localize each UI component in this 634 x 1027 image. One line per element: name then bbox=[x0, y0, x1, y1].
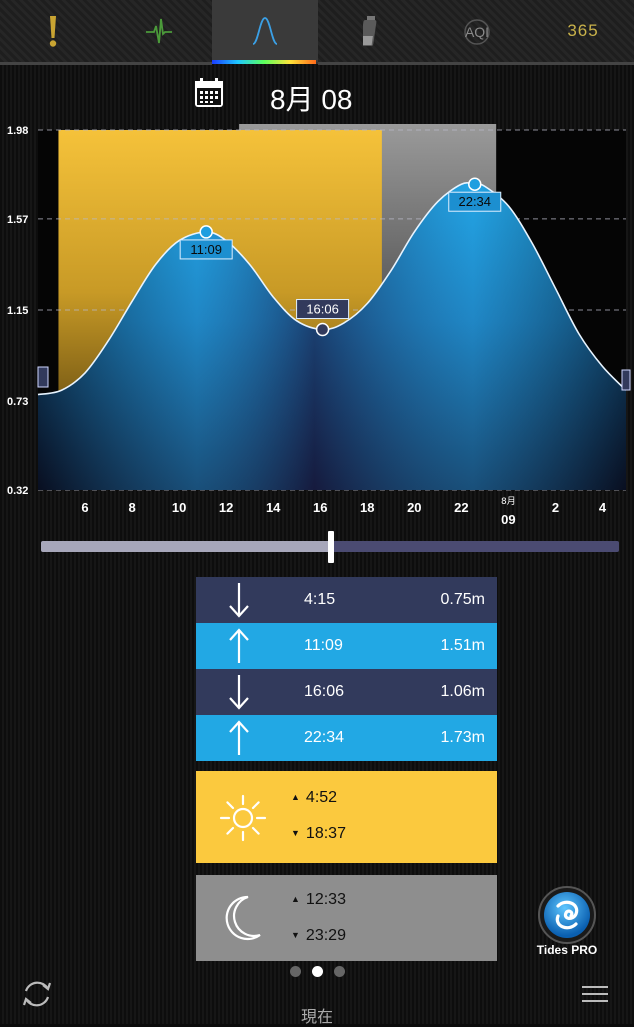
x-tick-label: 20 bbox=[407, 500, 421, 515]
tab-separator bbox=[318, 62, 634, 65]
set-triangle-icon: ▼ bbox=[291, 828, 300, 838]
x-tick-label-day: 09 bbox=[501, 512, 515, 527]
tide-row[interactable]: 11:09 1.51m bbox=[196, 623, 497, 669]
aqi-label: AQI bbox=[465, 24, 489, 40]
y-tick-label: 1.57 bbox=[7, 214, 28, 226]
tide-time: 4:15 bbox=[304, 591, 336, 608]
tab-separator bbox=[0, 62, 212, 65]
x-tick-label: 2 bbox=[552, 500, 559, 515]
x-tick-label: 22 bbox=[454, 500, 468, 515]
pulse-icon bbox=[146, 18, 172, 44]
y-tick-label: 0.73 bbox=[7, 396, 28, 408]
active-tab-indicator bbox=[212, 60, 316, 64]
y-tick-label: 1.15 bbox=[7, 305, 28, 317]
left-edge-marker bbox=[37, 366, 49, 388]
moon-panel[interactable]: ▲ 12:33 ▼ 23:29 bbox=[196, 875, 497, 961]
menu-icon[interactable] bbox=[582, 985, 608, 1003]
tide-time: 16:06 bbox=[304, 683, 345, 700]
tide-line bbox=[37, 182, 627, 396]
x-tick-label: 8 bbox=[128, 500, 135, 515]
tide-area-shade bbox=[38, 182, 626, 490]
arrow-up-icon bbox=[229, 628, 249, 663]
y-tick-label: 1.98 bbox=[7, 125, 28, 137]
sunrise-time: 4:52 bbox=[305, 789, 338, 806]
tide-height: 0.75m bbox=[440, 591, 485, 608]
page-dot[interactable] bbox=[290, 966, 301, 977]
refresh-icon[interactable] bbox=[20, 977, 54, 1011]
x-tick-label-month: 8月 bbox=[501, 496, 516, 507]
extreme-time-label: 11:09 bbox=[190, 242, 222, 257]
tide-row[interactable]: 4:15 0.75m bbox=[196, 577, 497, 623]
right-edge-marker bbox=[621, 369, 631, 391]
sunrise: ▲ 4:52 bbox=[291, 789, 337, 807]
page-dot[interactable] bbox=[334, 966, 345, 977]
sun-icon bbox=[219, 794, 267, 842]
extreme-time-label: 16:06 bbox=[306, 302, 339, 317]
set-triangle-icon: ▼ bbox=[291, 930, 300, 940]
x-tick-label: 12 bbox=[219, 500, 233, 515]
calendar-icon[interactable] bbox=[194, 78, 224, 108]
extreme-label-box bbox=[296, 299, 350, 320]
extreme-time-label: 22:34 bbox=[458, 194, 491, 209]
sunset-time: 18:37 bbox=[305, 825, 346, 842]
tide-table: 4:15 0.75m 11:09 1.51m 16:06 1.06m 22:34… bbox=[196, 577, 497, 761]
tab-pulse[interactable] bbox=[106, 0, 212, 62]
moon-icon bbox=[225, 895, 261, 941]
time-slider-knob[interactable] bbox=[328, 531, 334, 563]
date-label[interactable]: 8月 08 bbox=[270, 84, 353, 115]
tide-height: 1.51m bbox=[440, 637, 485, 654]
tide-curve-icon bbox=[252, 17, 278, 45]
moonset-time: 23:29 bbox=[305, 927, 346, 944]
tide-height: 1.73m bbox=[440, 729, 485, 746]
arrow-down-icon bbox=[229, 675, 249, 710]
battery-icon bbox=[363, 16, 377, 46]
page-indicator bbox=[288, 966, 348, 978]
exclamation-icon bbox=[49, 16, 57, 47]
moonrise-time: 12:33 bbox=[305, 891, 346, 908]
tides-pro-app-icon[interactable] bbox=[536, 886, 598, 948]
x-tick-label: 6 bbox=[81, 500, 88, 515]
x-tick-label: 18 bbox=[360, 500, 374, 515]
tide-row[interactable]: 22:34 1.73m bbox=[196, 715, 497, 761]
y-tick-label: 0.32 bbox=[7, 485, 28, 497]
sunset: ▼ 18:37 bbox=[291, 825, 346, 843]
tide-row[interactable]: 16:06 1.06m bbox=[196, 669, 497, 715]
tab-365[interactable]: 365 bbox=[530, 0, 634, 62]
moonrise: ▲ 12:33 bbox=[291, 891, 346, 909]
tab-365-label: 365 bbox=[567, 21, 599, 40]
arrow-down-icon bbox=[229, 583, 249, 618]
extreme-marker bbox=[199, 225, 213, 239]
tide-time: 22:34 bbox=[304, 729, 345, 746]
extreme-marker bbox=[315, 322, 330, 337]
aqi-icon: AQI bbox=[464, 19, 490, 45]
now-button[interactable]: 現在 bbox=[300, 1009, 333, 1026]
x-tick-label: 14 bbox=[266, 500, 281, 515]
x-tick-label: 4 bbox=[599, 500, 607, 515]
rise-triangle-icon: ▲ bbox=[291, 792, 300, 802]
tides-pro-label: Tides PRO bbox=[536, 943, 598, 957]
extreme-label-box bbox=[179, 239, 233, 260]
arrow-up-icon bbox=[229, 720, 249, 755]
tide-height: 1.06m bbox=[440, 683, 485, 700]
top-tab-bar: AQI 365 bbox=[0, 0, 634, 64]
moonset: ▼ 23:29 bbox=[291, 927, 346, 945]
tab-tide-curve[interactable] bbox=[212, 0, 318, 62]
tide-time: 11:09 bbox=[304, 637, 343, 654]
tab-alert[interactable] bbox=[0, 0, 106, 62]
x-tick-label: 10 bbox=[172, 500, 186, 515]
x-tick-label: 16 bbox=[313, 500, 327, 515]
sun-panel[interactable]: ▲ 4:52 ▼ 18:37 bbox=[196, 771, 497, 863]
extreme-marker bbox=[468, 177, 482, 191]
extreme-label-box bbox=[448, 191, 502, 212]
rise-triangle-icon: ▲ bbox=[291, 894, 300, 904]
tide-chart[interactable]: 1.98 1.57 1.15 0.73 0.32 6 8 10 12 14 16 18 20 22 8月 0… bbox=[0, 118, 634, 528]
page-dot-active[interactable] bbox=[312, 966, 323, 977]
date-header: 8月 08 bbox=[0, 72, 634, 118]
tab-battery[interactable] bbox=[318, 0, 424, 62]
tab-aqi[interactable]: AQI bbox=[424, 0, 530, 62]
